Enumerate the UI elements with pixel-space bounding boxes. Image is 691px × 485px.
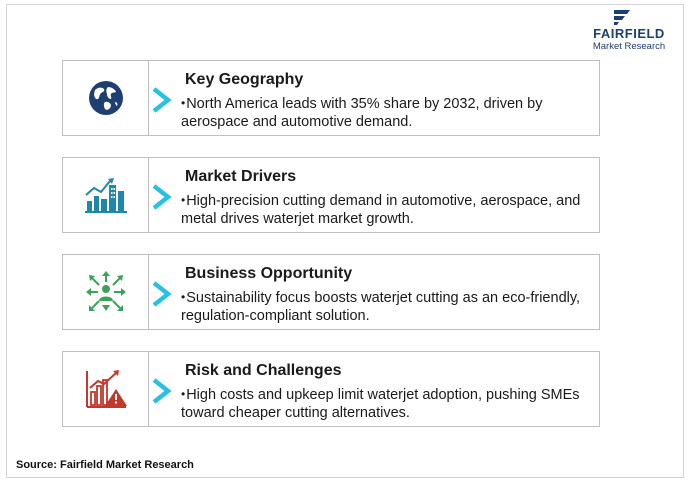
card-business-opportunity: Business Opportunity •Sustainability foc… [62,254,600,330]
chevron-right-icon [152,378,172,404]
logo-brand-name: FAIRFIELD [593,26,665,41]
opportunity-arrows-icon [85,271,126,311]
card-icon-box [63,255,149,329]
card-title: Key Geography [185,71,304,88]
card-title: Risk and Challenges [185,362,342,379]
card-key-geography: Key Geography •North America leads with … [62,60,600,136]
chevron-right-icon [152,184,172,210]
card-description: •High costs and upkeep limit waterjet ad… [181,385,593,422]
bullet-dot: • [181,290,186,304]
card-market-drivers: Market Drivers •High-precision cutting d… [62,157,600,233]
fairfield-logo-mark-icon [614,10,630,25]
bullet-dot: • [181,193,186,207]
risk-warning-icon [85,370,127,408]
logo-tagline: Market Research [592,41,666,52]
bullet-dot: • [181,96,186,110]
source-note: Source: Fairfield Market Research [16,459,194,471]
chevron-right-icon [152,87,172,113]
card-icon-box [63,352,149,426]
card-text: North America leads with 35% share by 20… [181,96,543,130]
globe-icon [88,81,123,115]
infographic-frame [6,4,684,478]
card-icon-box [63,158,149,232]
card-text: High costs and upkeep limit waterjet ado… [181,387,580,421]
card-description: •Sustainability focus boosts waterjet cu… [181,288,593,325]
card-description: •High-precision cutting demand in automo… [181,191,593,228]
card-description: •North America leads with 35% share by 2… [181,94,593,131]
card-title: Market Drivers [185,168,297,185]
card-icon-box [63,61,149,135]
card-title: Business Opportunity [185,265,353,282]
fairfield-logo: FAIRFIELD Market Research [579,6,679,52]
card-text: Sustainability focus boosts waterjet cut… [181,290,581,324]
card-text: High-precision cutting demand in automot… [181,193,581,227]
chevron-right-icon [152,281,172,307]
growth-city-icon [84,178,127,213]
bullet-dot: • [181,387,186,401]
card-risk-and-challenges: Risk and Challenges •High costs and upke… [62,351,600,427]
